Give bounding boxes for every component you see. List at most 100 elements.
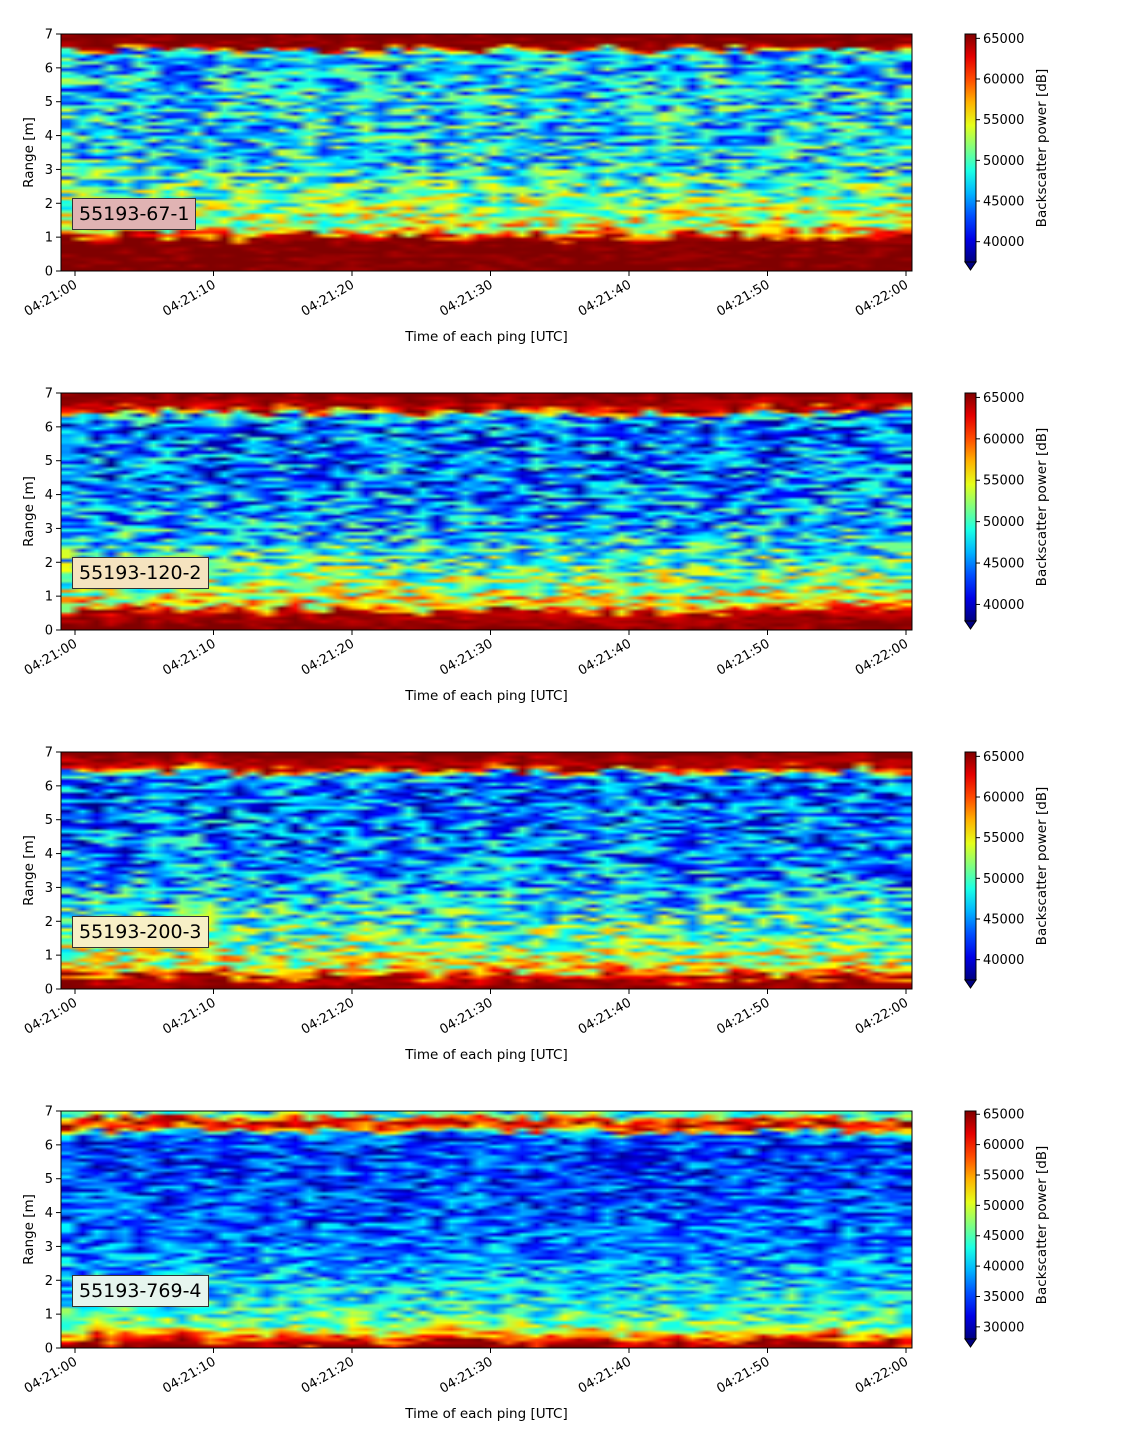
x-tick-label: 04:21:50 — [714, 277, 772, 319]
x-tick-label: 04:21:40 — [576, 995, 634, 1037]
x-tick-label: 04:21:30 — [437, 277, 495, 319]
x-tick-label: 04:21:00 — [22, 1354, 80, 1396]
colorbar-tick-label: 40000 — [983, 598, 1024, 613]
colorbar-tick-label: 55000 — [983, 831, 1024, 846]
sensor-label: 55193-67-1 — [72, 198, 197, 230]
y-tick-label: 4 — [45, 488, 53, 503]
y-tick-label: 3 — [45, 881, 53, 896]
colorbar-tick-label: 55000 — [983, 474, 1024, 489]
x-tick-label: 04:21:20 — [299, 636, 357, 678]
x-tick-label: 04:21:10 — [160, 277, 218, 319]
y-tick-label: 1 — [45, 1308, 53, 1323]
colorbar-tick-label: 40000 — [983, 953, 1024, 968]
sensor-label: 55193-200-3 — [72, 916, 209, 948]
heatmap-cells — [61, 1111, 912, 1348]
y-axis-label: Range [m] — [21, 476, 37, 547]
echogram-panel-1: 0 1 2 3 4 5 6 7 04:21:00 04:21:10 04:21:20 04:21:30… — [0, 0, 1140, 359]
y-tick-label: 6 — [45, 779, 53, 794]
colorbar — [964, 751, 977, 981]
x-tick-label: 04:21:40 — [576, 636, 634, 678]
y-tick-label: 3 — [45, 522, 53, 537]
colorbar-label: Backscatter power [dB] — [1034, 787, 1050, 946]
colorbar-tick-label: 35000 — [983, 1290, 1024, 1305]
y-tick-label: 2 — [45, 1274, 53, 1289]
y-tick-label: 1 — [45, 949, 53, 964]
axes-frame — [60, 392, 913, 631]
x-axis-label: Time of each ping [UTC] — [404, 1047, 568, 1063]
colorbar-tick-label: 40000 — [983, 1260, 1024, 1275]
x-tick-label: 04:21:50 — [714, 1354, 772, 1396]
y-tick-label: 0 — [45, 624, 53, 639]
colorbar-tick-label: 60000 — [983, 73, 1024, 88]
x-tick-label: 04:21:10 — [160, 995, 218, 1037]
axes-frame — [60, 33, 913, 272]
x-axis-label: Time of each ping [UTC] — [404, 688, 568, 704]
x-tick-label: 04:21:20 — [299, 277, 357, 319]
y-tick-label: 5 — [45, 813, 53, 828]
y-tick-label: 3 — [45, 1240, 53, 1255]
sensor-label: 55193-769-4 — [72, 1275, 209, 1307]
colorbar — [964, 1110, 977, 1340]
colorbar-tick-label: 45000 — [983, 195, 1024, 210]
echogram-panel-4: 0 1 2 3 4 5 6 7 04:21:00 04:21:10 04:21:20 04:21:30… — [0, 1077, 1140, 1436]
x-tick-label: 04:22:00 — [853, 636, 911, 678]
colorbar-tick-label: 50000 — [983, 872, 1024, 887]
y-tick-label: 6 — [45, 420, 53, 435]
x-tick-label: 04:22:00 — [853, 1354, 911, 1396]
axes-frame — [60, 1110, 913, 1349]
colorbar — [964, 392, 977, 622]
y-tick-label: 1 — [45, 231, 53, 246]
y-tick-label: 2 — [45, 197, 53, 212]
x-tick-label: 04:21:20 — [299, 995, 357, 1037]
y-tick-label: 2 — [45, 556, 53, 571]
colorbar-label: Backscatter power [dB] — [1034, 428, 1050, 587]
y-tick-label: 7 — [45, 387, 53, 402]
colorbar — [964, 33, 977, 263]
y-tick-label: 5 — [45, 1172, 53, 1187]
y-tick-label: 4 — [45, 847, 53, 862]
colorbar-extend-min — [964, 979, 977, 989]
y-tick-label: 0 — [45, 983, 53, 998]
x-tick-label: 04:22:00 — [853, 995, 911, 1037]
colorbar-tick-label: 45000 — [983, 1229, 1024, 1244]
echogram-plot-2: 0 1 2 3 4 5 6 7 04:21:00 04:21:10 04:21:20 04:21:30… — [21, 387, 1050, 705]
x-axis-label: Time of each ping [UTC] — [404, 329, 568, 345]
colorbar-tick-label: 45000 — [983, 557, 1024, 572]
x-tick-label: 04:21:10 — [160, 1354, 218, 1396]
x-tick-label: 04:22:00 — [853, 277, 911, 319]
y-tick-label: 6 — [45, 61, 53, 76]
x-tick-label: 04:21:30 — [437, 636, 495, 678]
x-tick-label: 04:21:50 — [714, 995, 772, 1037]
colorbar-label: Backscatter power [dB] — [1034, 69, 1050, 228]
colorbar-extend-min — [964, 1338, 977, 1348]
y-tick-label: 0 — [45, 1342, 53, 1357]
y-axis-label: Range [m] — [21, 1194, 37, 1265]
y-tick-label: 3 — [45, 163, 53, 178]
x-tick-label: 04:21:30 — [437, 1354, 495, 1396]
echogram-plot-1: 0 1 2 3 4 5 6 7 04:21:00 04:21:10 04:21:20 04:21:30… — [21, 28, 1050, 346]
colorbar-tick-label: 60000 — [983, 791, 1024, 806]
heatmap-cells — [61, 34, 912, 271]
y-tick-label: 7 — [45, 28, 53, 43]
y-axis-label: Range [m] — [21, 835, 37, 906]
colorbar-tick-label: 50000 — [983, 1199, 1024, 1214]
y-tick-label: 5 — [45, 454, 53, 469]
heatmap-cells — [61, 393, 912, 630]
echogram-panel-2: 0 1 2 3 4 5 6 7 04:21:00 04:21:10 04:21:20 04:21:30… — [0, 359, 1140, 718]
x-tick-label: 04:21:00 — [22, 995, 80, 1037]
x-axis-label: Time of each ping [UTC] — [404, 1406, 568, 1422]
x-tick-label: 04:21:10 — [160, 636, 218, 678]
colorbar-tick-label: 65000 — [983, 1108, 1024, 1123]
echogram-plot-3: 0 1 2 3 4 5 6 7 04:21:00 04:21:10 04:21:20 04:21:30… — [21, 746, 1050, 1064]
x-tick-label: 04:21:40 — [576, 1354, 634, 1396]
y-tick-label: 4 — [45, 129, 53, 144]
y-tick-label: 7 — [45, 1105, 53, 1120]
x-tick-label: 04:21:00 — [22, 277, 80, 319]
axes-frame — [60, 751, 913, 990]
colorbar-tick-label: 50000 — [983, 154, 1024, 169]
echogram-panel-3: 0 1 2 3 4 5 6 7 04:21:00 04:21:10 04:21:20 04:21:30… — [0, 718, 1140, 1077]
y-tick-label: 6 — [45, 1138, 53, 1153]
colorbar-tick-label: 30000 — [983, 1320, 1024, 1335]
y-tick-label: 2 — [45, 915, 53, 930]
colorbar-tick-label: 60000 — [983, 432, 1024, 447]
